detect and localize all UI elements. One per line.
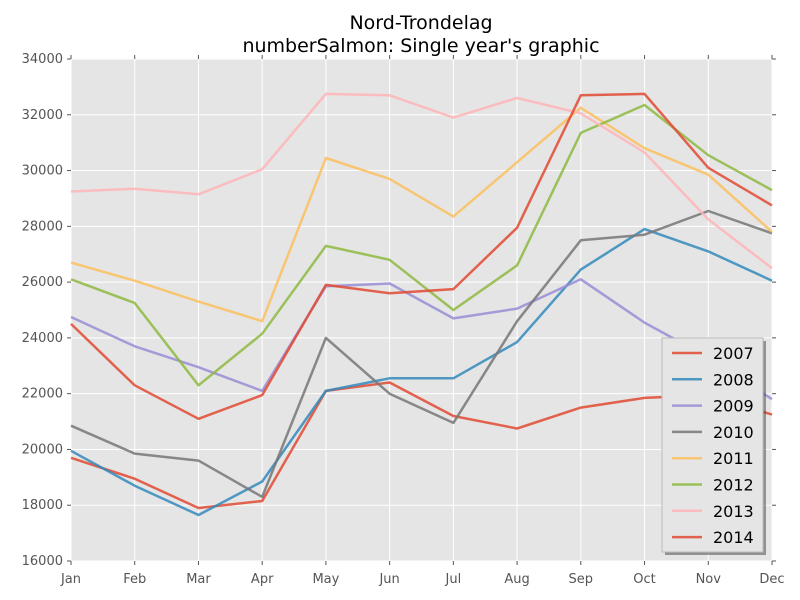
chart-title-line1: Nord-Trondelag bbox=[349, 12, 492, 34]
y-tick-label: 26000 bbox=[22, 275, 63, 290]
y-tick-label: 34000 bbox=[22, 52, 63, 67]
legend-label-2007: 2007 bbox=[713, 344, 754, 363]
legend-label-2013: 2013 bbox=[713, 502, 754, 521]
y-tick-label: 16000 bbox=[22, 554, 63, 569]
y-tick-label: 28000 bbox=[22, 219, 63, 234]
x-tick-label: Oct bbox=[633, 572, 655, 587]
legend-label-2010: 2010 bbox=[713, 423, 754, 442]
legend-label-2009: 2009 bbox=[713, 397, 754, 416]
plot-area bbox=[71, 59, 772, 561]
x-tick-label: May bbox=[312, 572, 339, 587]
x-tick-label: Aug bbox=[504, 572, 529, 587]
x-tick-label: Mar bbox=[186, 572, 211, 587]
y-tick-label: 32000 bbox=[22, 108, 63, 123]
series-line-2013 bbox=[70, 92, 773, 270]
series-line-2007 bbox=[70, 381, 773, 510]
legend-label-2011: 2011 bbox=[713, 449, 754, 468]
legend-label-2014: 2014 bbox=[713, 528, 754, 547]
y-tick-label: 30000 bbox=[22, 164, 63, 179]
series-line-2010 bbox=[70, 209, 773, 499]
series-lines bbox=[70, 92, 773, 517]
series-line-2008 bbox=[70, 227, 773, 517]
legend-label-2012: 2012 bbox=[713, 476, 754, 495]
chart-title-line2: numberSalmon: Single year's graphic bbox=[242, 35, 599, 57]
legend-box bbox=[661, 337, 764, 553]
x-tick-label: Apr bbox=[251, 572, 274, 587]
y-tick-label: 20000 bbox=[22, 442, 63, 457]
x-tick-label: Jan bbox=[60, 572, 81, 587]
x-tick-label: Dec bbox=[759, 572, 784, 587]
x-tick-label: Feb bbox=[123, 572, 146, 587]
series-line-2012 bbox=[70, 103, 773, 387]
legend-label-2008: 2008 bbox=[713, 370, 754, 389]
x-tick-label: Jun bbox=[378, 572, 399, 587]
y-tick-label: 24000 bbox=[22, 331, 63, 346]
axes: 16000 18000 20000 22000 24000 26000 28000 30000… bbox=[22, 52, 785, 587]
y-tick-label: 18000 bbox=[22, 498, 63, 513]
legend: 2007 2008 2009 2010 2011 2012 2013 2014 bbox=[661, 337, 766, 555]
x-tick-label: Sep bbox=[569, 572, 594, 587]
series-line-2011 bbox=[70, 106, 773, 323]
grid-lines bbox=[70, 58, 773, 562]
series-line-2014 bbox=[70, 92, 773, 421]
x-tick-label: Jul bbox=[445, 572, 462, 587]
y-tick-label: 22000 bbox=[22, 387, 63, 402]
x-tick-label: Nov bbox=[696, 572, 722, 587]
series-line-2009 bbox=[70, 278, 773, 401]
